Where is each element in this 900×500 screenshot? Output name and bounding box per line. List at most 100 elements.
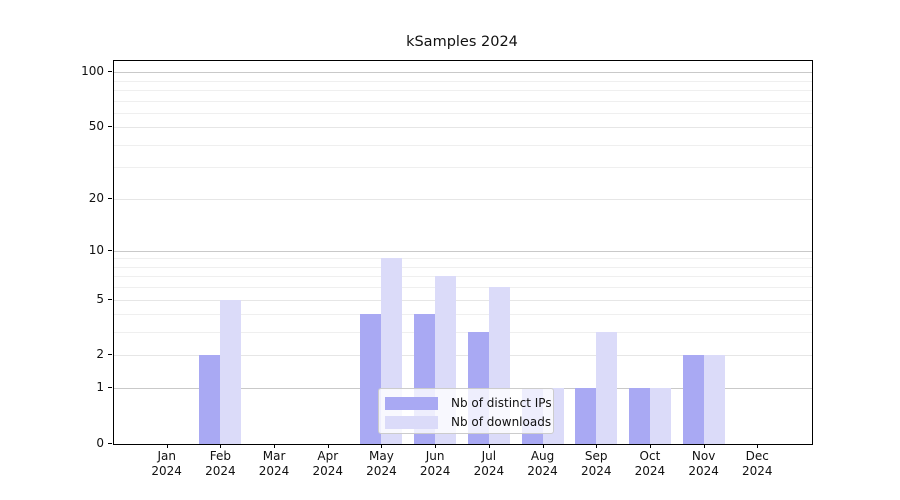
y-tick-label-10: 10	[88, 242, 104, 257]
x-tick-text: Sep	[584, 449, 608, 463]
x-tick-label-may: May 2024	[351, 449, 411, 479]
plot-area: Nb of distinct IPs Nb of downloads	[113, 60, 813, 445]
x-tick-label-sep: Sep 2024	[566, 449, 626, 479]
x-tick-label-mar: Mar 2024	[244, 449, 304, 479]
x-tick-text: Jan	[157, 449, 176, 463]
y-tick-label-5: 5	[96, 291, 104, 306]
gridline-y-6	[114, 287, 812, 289]
bar-nb-of-distinct-ips-oct	[628, 388, 650, 444]
bar-nb-of-distinct-ips-sep	[575, 388, 597, 444]
x-tick-mar	[274, 444, 276, 448]
x-tick-text: Jul	[481, 449, 497, 463]
legend-swatch	[385, 396, 438, 410]
x-tick-text: Mar	[262, 449, 286, 463]
gridline-y-100	[114, 72, 812, 74]
gridline-y-40	[114, 144, 812, 146]
y-tick-100	[108, 71, 112, 73]
gridline-y-30	[114, 167, 812, 169]
x-tick-text: Nov	[691, 449, 716, 463]
x-tick-label-jan: Jan 2024	[137, 449, 197, 479]
x-tick-label-aug: Aug 2024	[513, 449, 573, 479]
x-tick-text: 2024	[312, 464, 344, 478]
y-tick-5	[108, 298, 112, 300]
x-tick-text: Jun	[425, 449, 445, 463]
x-tick-text: 2024	[366, 464, 397, 478]
bar-nb-of-downloads-feb	[220, 299, 242, 444]
x-tick-jun	[435, 444, 437, 448]
bar-nb-of-downloads-sep	[596, 332, 618, 444]
x-tick-text: 2024	[527, 464, 558, 478]
x-tick-label-apr: Apr 2024	[298, 449, 358, 479]
gridline-y-9	[114, 258, 812, 260]
x-tick-label-oct: Oct 2024	[620, 449, 680, 479]
legend: Nb of distinct IPs Nb of downloads	[378, 388, 554, 434]
legend-label: Nb of downloads	[451, 415, 552, 429]
gridline-y-5	[114, 299, 812, 301]
y-tick-10	[108, 249, 112, 251]
x-tick-text: May	[369, 449, 394, 463]
x-tick-label-jun: Jun 2024	[405, 449, 465, 479]
gridline-y-20	[114, 198, 812, 200]
chart-title: kSamples 2024	[406, 34, 518, 50]
x-tick-dec	[757, 444, 759, 448]
y-tick-label-50: 50	[88, 119, 104, 134]
x-tick-nov	[703, 444, 705, 448]
x-tick-text: Aug	[530, 449, 555, 463]
y-tick-0	[108, 443, 112, 444]
gridline-y-90	[114, 80, 812, 82]
y-tick-label-2: 2	[96, 347, 104, 362]
x-tick-text: 2024	[151, 464, 182, 478]
gridline-y-7	[114, 276, 812, 278]
x-tick-text: 2024	[634, 464, 666, 478]
x-tick-aug	[542, 444, 544, 448]
x-tick-text: 2024	[473, 464, 505, 478]
y-tick-1	[108, 387, 112, 389]
y-tick-label-1: 1	[96, 380, 104, 395]
x-tick-text: 2024	[419, 464, 451, 478]
gridline-y-80	[114, 89, 812, 91]
x-tick-text: 2024	[688, 464, 719, 478]
y-tick-label-20: 20	[88, 190, 104, 205]
x-tick-text: Apr	[317, 449, 339, 463]
x-tick-text: Dec	[745, 449, 769, 463]
legend-entry: Nb of downloads	[385, 413, 553, 431]
y-tick-2	[108, 354, 112, 356]
x-tick-apr	[327, 444, 329, 448]
x-tick-label-nov: Nov 2024	[674, 449, 734, 479]
x-tick-oct	[649, 444, 651, 448]
gridline-y-3	[114, 332, 812, 334]
x-tick-text: Oct	[639, 449, 661, 463]
y-tick-20	[108, 197, 112, 199]
x-tick-text: 2024	[742, 464, 773, 478]
gridline-y-2	[114, 355, 812, 357]
y-tick-50	[108, 126, 112, 128]
x-tick-feb	[220, 444, 222, 448]
bar-nb-of-downloads-nov	[703, 355, 725, 444]
gridline-y-8	[114, 266, 812, 268]
gridline-y-4	[114, 314, 812, 316]
x-tick-text: 2024	[205, 464, 236, 478]
gridline-y-60	[114, 112, 812, 114]
x-tick-text: 2024	[580, 464, 612, 478]
x-tick-jan	[166, 444, 168, 448]
x-tick-text: Feb	[209, 449, 231, 463]
legend-label: Nb of distinct IPs	[451, 396, 552, 410]
x-tick-may	[381, 444, 383, 448]
bar-nb-of-distinct-ips-feb	[199, 355, 221, 444]
y-tick-label-0: 0	[96, 436, 104, 450]
gridline-y-10	[114, 250, 812, 252]
x-tick-sep	[596, 444, 598, 448]
legend-swatch	[385, 415, 438, 429]
x-tick-label-jul: Jul 2024	[459, 449, 519, 479]
bar-nb-of-downloads-oct	[649, 388, 671, 444]
x-tick-label-feb: Feb 2024	[190, 449, 250, 479]
gridline-y-50	[114, 127, 812, 129]
bar-nb-of-distinct-ips-nov	[682, 355, 704, 444]
gridline-y-70	[114, 100, 812, 102]
legend-entry: Nb of distinct IPs	[385, 394, 553, 412]
y-tick-label-100: 100	[81, 64, 104, 79]
x-tick-jul	[488, 444, 490, 448]
bar-nb-of-distinct-ips-may	[360, 314, 382, 444]
x-tick-text: 2024	[258, 464, 290, 478]
